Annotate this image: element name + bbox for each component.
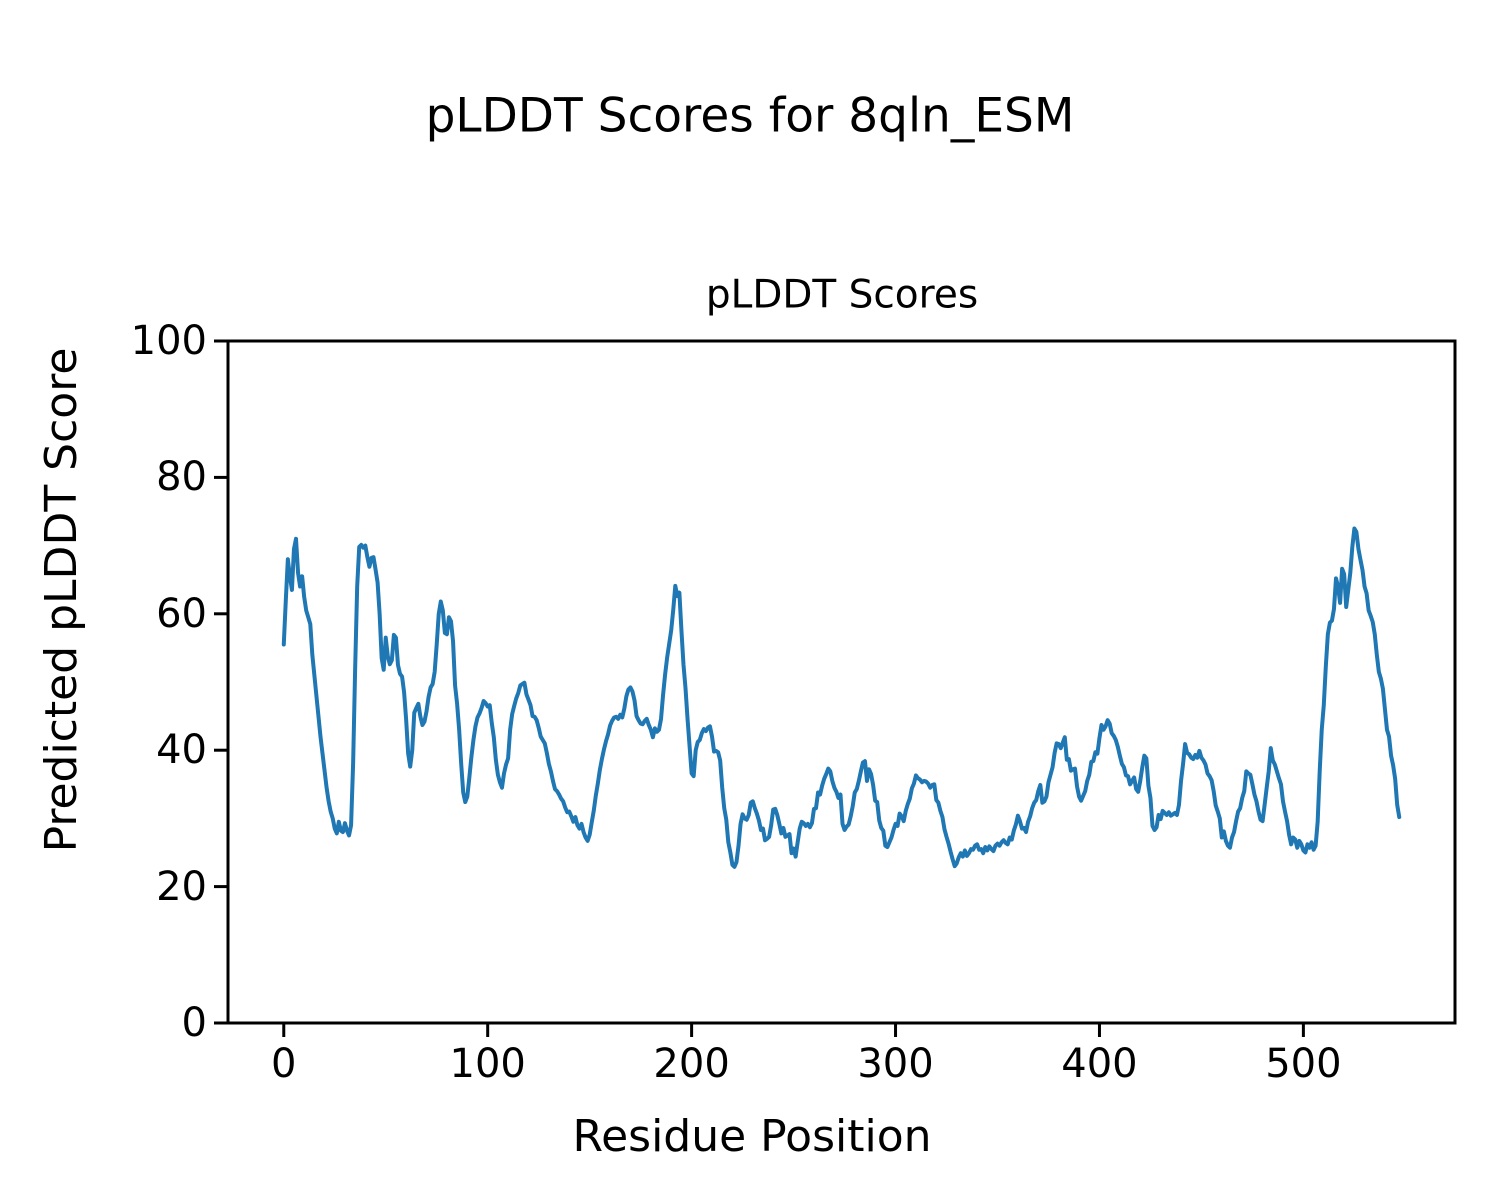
x-tick-label: 300 — [857, 1041, 934, 1087]
x-tick-label: 400 — [1061, 1041, 1138, 1087]
x-axis-label: Residue Position — [572, 1110, 932, 1162]
y-tick-label: 80 — [156, 454, 207, 501]
x-tick-label: 500 — [1265, 1041, 1342, 1087]
y-tick-label: 40 — [156, 727, 207, 774]
y-tick-label: 0 — [181, 1000, 207, 1046]
x-tick-label: 200 — [653, 1041, 730, 1087]
y-tick-label: 20 — [156, 863, 207, 910]
figure-suptitle: pLDDT Scores for 8qln_ESM — [425, 88, 1075, 144]
y-tick-label: 60 — [156, 590, 207, 637]
axes-frame — [226, 339, 1457, 1025]
plddt-line — [281, 526, 1402, 869]
x-tick-label: 0 — [271, 1041, 297, 1087]
x-tick-label: 100 — [449, 1041, 526, 1087]
axes-title: pLDDT Scores — [705, 272, 979, 318]
y-tick-label: 100 — [130, 318, 207, 364]
